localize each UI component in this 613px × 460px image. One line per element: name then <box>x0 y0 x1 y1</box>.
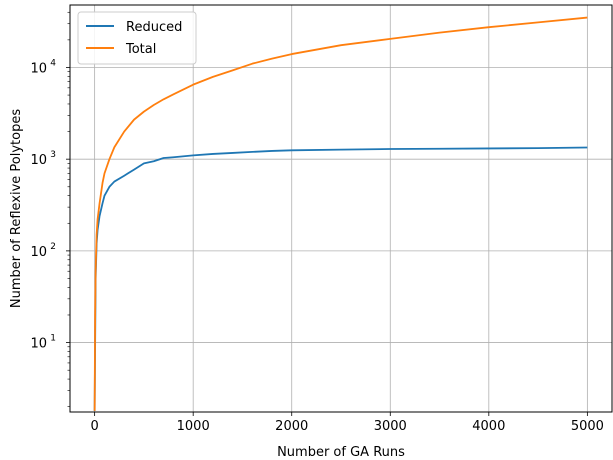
y-axis-label: Number of Reflexive Polytopes <box>9 109 24 308</box>
y-tick-exponent: 1 <box>50 334 56 344</box>
x-tick-label: 4000 <box>472 419 505 434</box>
series-line-total <box>93 16 588 411</box>
x-tick-label: 2000 <box>275 419 308 434</box>
legend-label: Total <box>125 42 156 57</box>
plot-frame <box>69 4 613 413</box>
series-lines <box>93 16 588 411</box>
y-tick-label: 10 <box>30 245 47 260</box>
y-tick-exponent: 2 <box>50 242 56 252</box>
x-tick-label: 0 <box>90 419 98 434</box>
legend-label: Reduced <box>126 20 182 35</box>
y-tick-exponent: 4 <box>50 58 56 68</box>
series-line-reduced <box>93 146 588 411</box>
legend: Reduced Total <box>77 11 197 65</box>
y-tick-label: 10 <box>30 153 47 168</box>
x-tick-label: 3000 <box>374 419 407 434</box>
y-tick-label: 10 <box>30 61 47 76</box>
grid <box>70 5 612 412</box>
y-tick-label: 10 <box>30 337 47 352</box>
y-tick-exponent: 3 <box>50 150 56 160</box>
x-tick-label: 5000 <box>571 419 604 434</box>
x-axis-label: Number of GA Runs <box>277 445 405 460</box>
x-tick-label: 1000 <box>177 419 210 434</box>
